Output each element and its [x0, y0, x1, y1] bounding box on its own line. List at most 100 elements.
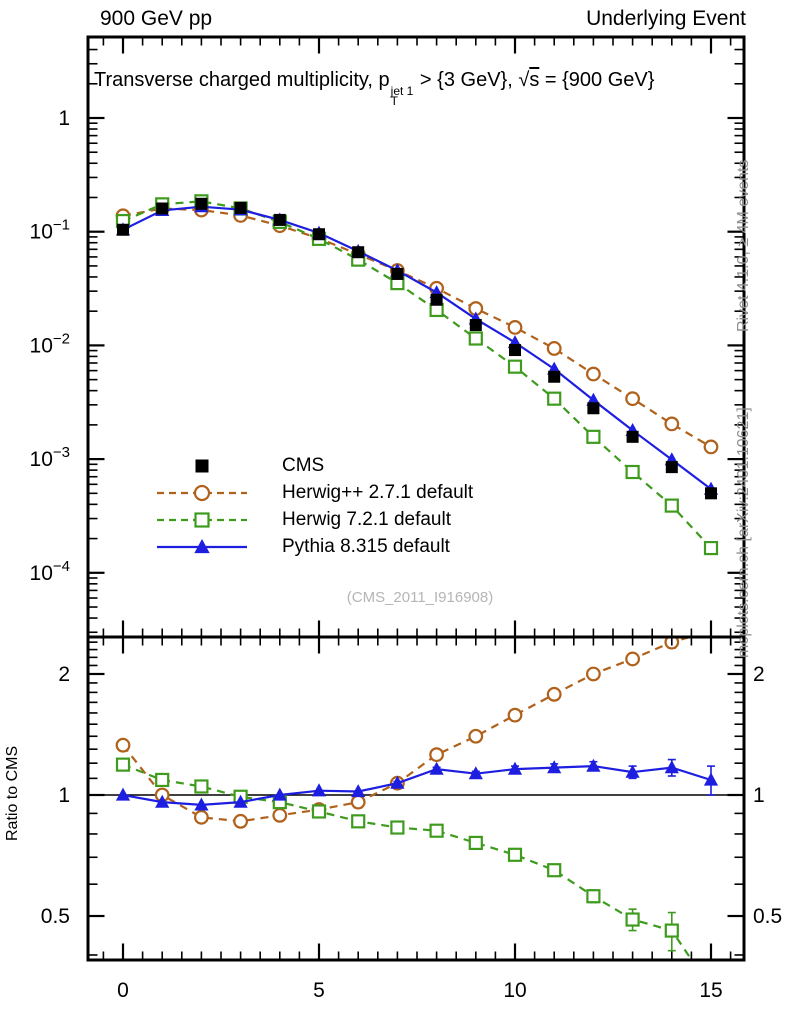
- ratio-marker-Pythia 8.315 default: [507, 761, 523, 775]
- title-subscript: T: [390, 94, 399, 108]
- ratio-marker-Herwig 7.2.1 default: [468, 835, 483, 851]
- main-ytick-label: 10−4: [30, 558, 70, 585]
- ratio-marker-Herwig++ 2.7.1 default: [507, 707, 523, 723]
- legend-row-pythia: Pythia 8.315 default: [156, 533, 473, 560]
- ratio-marker-Herwig++ 2.7.1 default: [468, 728, 484, 744]
- ratio-marker-Herwig 7.2.1 default: [507, 847, 523, 862]
- ratio-marker-Herwig 7.2.1 default: [311, 804, 327, 819]
- ratio-marker-Pythia 8.315 default: [429, 761, 444, 775]
- herwig7-line-sample: [157, 511, 247, 528]
- series-marker-0: [352, 246, 365, 259]
- ratio-marker-Herwig 7.2.1 default: [625, 912, 640, 927]
- ratio-line-Herwig 7.2.1 default: [122, 763, 693, 960]
- series-line-1: [122, 207, 712, 448]
- series-marker-1: [703, 439, 719, 455]
- sqrt-symbol: √: [518, 69, 530, 91]
- ratio-marker-Herwig++ 2.7.1 default: [193, 809, 209, 825]
- legend: CMS Herwig++ 2.7.1 default Herwig 7.2.1 …: [156, 452, 473, 560]
- ratio-marker-Herwig 7.2.1 default: [429, 823, 444, 838]
- series-marker-0: [509, 344, 521, 357]
- xtick-label: 0: [117, 979, 129, 1002]
- pythia-line-sample: [157, 538, 247, 553]
- ratio-marker-Pythia 8.315 default: [390, 775, 405, 789]
- legend-label-pythia: Pythia 8.315 default: [282, 535, 450, 557]
- ratio-marker-Pythia 8.315 default: [194, 797, 209, 811]
- series-marker-2: [586, 429, 601, 444]
- ratio-marker-Herwig++ 2.7.1 default: [546, 686, 562, 702]
- series-marker-2: [703, 540, 719, 556]
- mcplots-arxiv-note: mcplots.cern.ch [arXiv:2401.10621]: [735, 407, 752, 658]
- series-marker-2: [547, 391, 562, 406]
- ratio-ytick-label: 2: [58, 663, 70, 686]
- series-marker-0: [313, 228, 325, 241]
- title-text-2: > {3 GeV},: [414, 69, 519, 91]
- sqrt-argument: s: [529, 69, 540, 91]
- cms-marker-sample: [195, 459, 209, 472]
- ratio-axis-label: Ratio to CMS: [4, 745, 21, 841]
- ratio-marker-Herwig 7.2.1 default: [115, 757, 131, 772]
- ratio-marker-Pythia 8.315 default: [703, 772, 719, 786]
- series-marker-1: [625, 391, 640, 407]
- legend-marker: [193, 484, 211, 501]
- ratio-marker-Herwig++ 2.7.1 default: [233, 813, 249, 829]
- ratio-marker-Herwig++ 2.7.1 default: [429, 747, 445, 763]
- ratio-marker-Herwig 7.2.1 default: [586, 889, 601, 904]
- xtick-label: 5: [313, 979, 325, 1002]
- ratio-marker-Herwig 7.2.1 default: [194, 779, 209, 794]
- rivet-version-note: Rivet 4.1.0, ≥ 4M events: [735, 159, 752, 332]
- ratio-line-Pythia 8.315 default: [122, 764, 712, 807]
- main-panel-data: [115, 194, 719, 556]
- series-marker-0: [469, 319, 482, 332]
- legend-label-herwig7: Herwig 7.2.1 default: [282, 508, 451, 530]
- series-marker-0: [705, 487, 717, 500]
- series-marker-0: [391, 267, 404, 280]
- ratio-ytick-label-right: 0.5: [753, 905, 782, 928]
- series-marker-0: [117, 223, 129, 236]
- legend-marker: [194, 538, 210, 553]
- series-marker-2: [625, 464, 640, 480]
- series-marker-0: [548, 370, 561, 383]
- series-marker-0: [430, 293, 443, 306]
- ratio-ytick-label: 1: [58, 784, 70, 807]
- ratio-marker-Pythia 8.315 default: [547, 760, 562, 774]
- ratio-ytick-label-right: 1: [753, 784, 765, 807]
- series-marker-0: [195, 197, 208, 210]
- main-ytick-label: 10−2: [30, 330, 70, 357]
- ratio-marker-Herwig++ 2.7.1 default: [586, 666, 601, 682]
- series-marker-0: [587, 402, 600, 415]
- xtick-label: 10: [503, 979, 526, 1002]
- series-marker-1: [664, 416, 680, 432]
- ratio-marker-Herwig 7.2.1 default: [547, 863, 562, 878]
- main-ytick-label: 10−1: [30, 217, 70, 244]
- series-line-3: [122, 205, 712, 490]
- ratio-marker-Pythia 8.315 default: [351, 784, 366, 798]
- series-marker-2: [468, 331, 483, 346]
- ratio-marker-Pythia 8.315 default: [233, 794, 248, 808]
- legend-label-herwigpp: Herwig++ 2.7.1 default: [282, 481, 474, 503]
- legend-label-cms: CMS: [282, 454, 325, 476]
- series-marker-1: [546, 341, 562, 356]
- ratio-marker-Herwig++ 2.7.1 default: [115, 737, 131, 753]
- series-marker-0: [156, 202, 169, 215]
- series-line-2: [122, 200, 712, 549]
- series-marker-2: [507, 359, 523, 374]
- ratio-marker-Pythia 8.315 default: [664, 760, 679, 774]
- ratio-marker-Pythia 8.315 default: [115, 787, 131, 801]
- title-superscript: jet 1: [390, 84, 414, 98]
- ratio-marker-Pythia 8.315 default: [625, 764, 640, 778]
- legend-row-cms: CMS: [156, 452, 473, 479]
- series-marker-0: [234, 201, 247, 214]
- legend-marker: [195, 459, 209, 472]
- ratio-marker-Pythia 8.315 default: [468, 766, 483, 780]
- ratio-ytick-label: 0.5: [41, 905, 70, 928]
- ratio-marker-Pythia 8.315 default: [155, 794, 170, 808]
- series-marker-1: [507, 319, 523, 335]
- ratio-marker-Herwig 7.2.1 default: [664, 923, 679, 938]
- series-marker-0: [626, 430, 639, 443]
- ratio-marker-Herwig 7.2.1 default: [390, 820, 405, 835]
- legend-row-herwigpp: Herwig++ 2.7.1 default: [156, 479, 473, 506]
- series-marker-2: [664, 498, 679, 513]
- title-text-3: = {900 GeV}: [539, 69, 655, 91]
